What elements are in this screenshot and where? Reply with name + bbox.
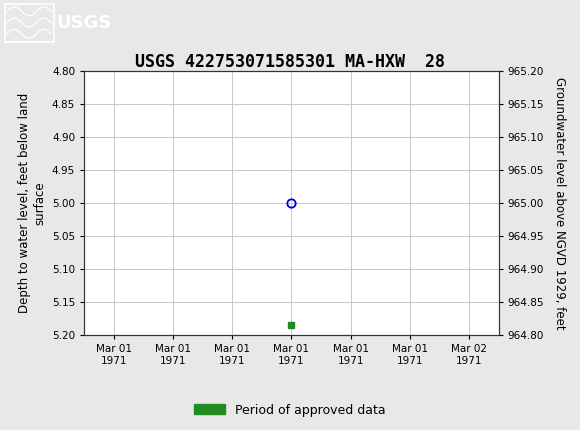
Y-axis label: Groundwater level above NGVD 1929, feet: Groundwater level above NGVD 1929, feet: [553, 77, 566, 329]
Text: USGS: USGS: [57, 14, 112, 31]
Legend: Period of approved data: Period of approved data: [189, 399, 391, 421]
Text: USGS 422753071585301 MA-HXW  28: USGS 422753071585301 MA-HXW 28: [135, 53, 445, 71]
Y-axis label: Depth to water level, feet below land
surface: Depth to water level, feet below land su…: [18, 93, 46, 313]
